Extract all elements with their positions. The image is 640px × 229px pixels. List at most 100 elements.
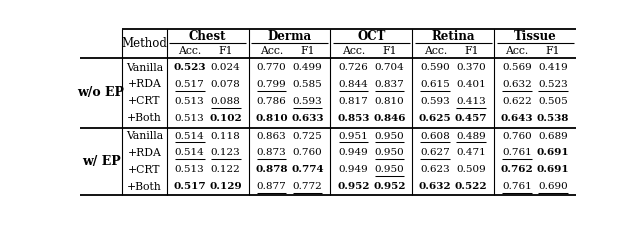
Text: Retina: Retina [431, 30, 475, 43]
Text: 0.950: 0.950 [374, 165, 404, 174]
Text: 0.585: 0.585 [292, 80, 323, 89]
Text: 0.078: 0.078 [211, 80, 241, 89]
Text: 0.691: 0.691 [537, 165, 570, 174]
Text: Acc.: Acc. [424, 46, 447, 56]
Text: 0.088: 0.088 [211, 97, 241, 106]
Text: 0.952: 0.952 [373, 182, 406, 191]
Text: 0.844: 0.844 [339, 80, 368, 89]
Text: 0.413: 0.413 [456, 97, 486, 106]
Text: 0.593: 0.593 [292, 97, 323, 106]
Text: Acc.: Acc. [342, 46, 365, 56]
Text: w/o EP: w/o EP [77, 86, 125, 99]
Text: 0.633: 0.633 [291, 114, 324, 123]
Text: 0.522: 0.522 [455, 182, 488, 191]
Text: F1: F1 [300, 46, 315, 56]
Text: +Both: +Both [127, 182, 162, 192]
Text: 0.401: 0.401 [456, 80, 486, 89]
Text: Acc.: Acc. [178, 46, 202, 56]
Text: 0.590: 0.590 [420, 63, 450, 72]
Text: 0.517: 0.517 [175, 80, 205, 89]
Text: 0.509: 0.509 [456, 165, 486, 174]
Text: 0.772: 0.772 [292, 182, 323, 191]
Text: 0.419: 0.419 [538, 63, 568, 72]
Text: 0.863: 0.863 [257, 131, 287, 141]
Text: +CRT: +CRT [128, 165, 161, 175]
Text: 0.623: 0.623 [420, 165, 450, 174]
Text: F1: F1 [546, 46, 561, 56]
Text: Vanilla: Vanilla [126, 63, 163, 73]
Text: 0.593: 0.593 [420, 97, 450, 106]
Text: 0.471: 0.471 [456, 148, 486, 158]
Text: 0.622: 0.622 [502, 97, 532, 106]
Text: 0.513: 0.513 [175, 165, 205, 174]
Text: 0.726: 0.726 [339, 63, 368, 72]
Text: Acc.: Acc. [506, 46, 529, 56]
Text: 0.523: 0.523 [538, 80, 568, 89]
Text: 0.627: 0.627 [420, 148, 450, 158]
Text: 0.643: 0.643 [501, 114, 533, 123]
Text: 0.625: 0.625 [419, 114, 452, 123]
Text: 0.457: 0.457 [455, 114, 488, 123]
Text: 0.799: 0.799 [257, 80, 287, 89]
Text: 0.786: 0.786 [257, 97, 287, 106]
Text: 0.950: 0.950 [374, 131, 404, 141]
Text: 0.024: 0.024 [211, 63, 241, 72]
Text: 0.691: 0.691 [537, 148, 570, 158]
Text: 0.538: 0.538 [537, 114, 569, 123]
Text: 0.632: 0.632 [502, 80, 532, 89]
Text: 0.762: 0.762 [500, 165, 534, 174]
Text: 0.615: 0.615 [420, 80, 450, 89]
Text: 0.514: 0.514 [175, 148, 205, 158]
Text: Tissue: Tissue [514, 30, 556, 43]
Text: 0.513: 0.513 [175, 114, 205, 123]
Text: 0.877: 0.877 [257, 182, 287, 191]
Text: Derma: Derma [268, 30, 312, 43]
Text: 0.810: 0.810 [374, 97, 404, 106]
Text: 0.632: 0.632 [419, 182, 452, 191]
Text: 0.760: 0.760 [292, 148, 323, 158]
Text: 0.569: 0.569 [502, 63, 532, 72]
Text: 0.774: 0.774 [291, 165, 324, 174]
Text: 0.873: 0.873 [257, 148, 287, 158]
Text: 0.837: 0.837 [374, 80, 404, 89]
Text: 0.760: 0.760 [502, 131, 532, 141]
Text: 0.505: 0.505 [538, 97, 568, 106]
Text: 0.878: 0.878 [255, 165, 288, 174]
Text: 0.122: 0.122 [211, 165, 241, 174]
Text: +Both: +Both [127, 113, 162, 123]
Text: 0.761: 0.761 [502, 182, 532, 191]
Text: F1: F1 [464, 46, 479, 56]
Text: +RDA: +RDA [127, 148, 161, 158]
Text: 0.523: 0.523 [173, 63, 206, 72]
Text: Method: Method [122, 37, 168, 50]
Text: 0.102: 0.102 [209, 114, 242, 123]
Text: F1: F1 [218, 46, 233, 56]
Text: 0.689: 0.689 [538, 131, 568, 141]
Text: 0.761: 0.761 [502, 148, 532, 158]
Text: 0.129: 0.129 [209, 182, 242, 191]
Text: 0.704: 0.704 [374, 63, 404, 72]
Text: w/ EP: w/ EP [82, 155, 120, 168]
Text: Chest: Chest [189, 30, 227, 43]
Text: 0.853: 0.853 [337, 114, 369, 123]
Text: 0.949: 0.949 [339, 165, 368, 174]
Text: 0.952: 0.952 [337, 182, 370, 191]
Text: 0.950: 0.950 [374, 148, 404, 158]
Text: 0.513: 0.513 [175, 97, 205, 106]
Text: Acc.: Acc. [260, 46, 283, 56]
Text: +RDA: +RDA [127, 79, 161, 90]
Text: 0.123: 0.123 [211, 148, 241, 158]
Text: F1: F1 [382, 46, 397, 56]
Text: OCT: OCT [357, 30, 385, 43]
Text: 0.770: 0.770 [257, 63, 287, 72]
Text: 0.810: 0.810 [255, 114, 288, 123]
Text: 0.817: 0.817 [339, 97, 368, 106]
Text: 0.690: 0.690 [538, 182, 568, 191]
Text: 0.517: 0.517 [173, 182, 206, 191]
Text: 0.949: 0.949 [339, 148, 368, 158]
Text: 0.499: 0.499 [292, 63, 323, 72]
Text: 0.951: 0.951 [339, 131, 368, 141]
Text: 0.514: 0.514 [175, 131, 205, 141]
Text: 0.489: 0.489 [456, 131, 486, 141]
Text: Vanilla: Vanilla [126, 131, 163, 141]
